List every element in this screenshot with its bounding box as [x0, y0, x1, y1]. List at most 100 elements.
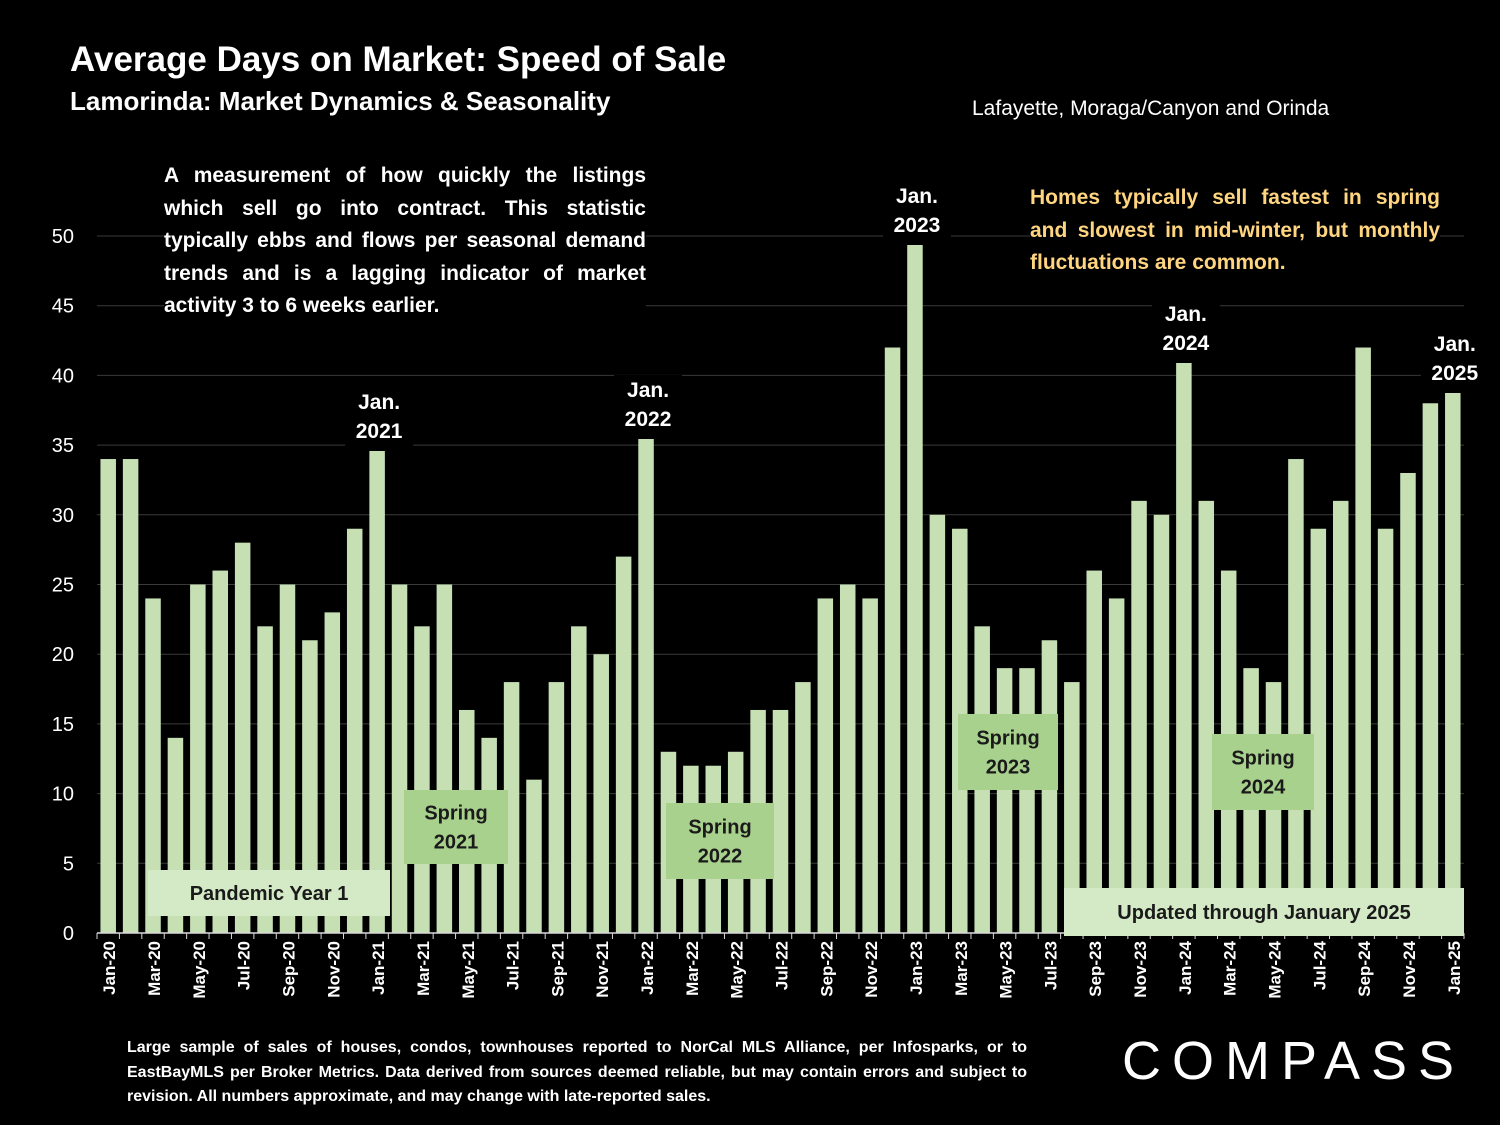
y-tick-label: 50	[52, 226, 74, 248]
y-tick-label: 45	[52, 296, 74, 318]
annotation-jan-2025: 2025	[1431, 362, 1478, 385]
bar-oct-21	[571, 626, 587, 933]
annotation-bg	[882, 181, 951, 245]
box-label-spring-2023: Spring	[976, 728, 1039, 750]
box-updated	[1064, 888, 1464, 936]
box-label-pandemic-year-1: Pandemic Year 1	[190, 883, 349, 905]
x-tick-label: Mar-21	[414, 941, 433, 996]
annotation-bg	[1151, 299, 1220, 363]
bar-nov-21	[593, 654, 609, 933]
x-tick-label: Mar-22	[683, 941, 702, 996]
bar-aug-23	[1064, 682, 1080, 933]
y-tick-label: 35	[52, 435, 74, 457]
x-tick-label: Jul-20	[235, 941, 254, 990]
bar-jul-20	[234, 542, 251, 933]
bar-oct-20	[302, 640, 318, 933]
bar-jun-24	[1288, 459, 1304, 933]
y-tick-label: 20	[52, 644, 74, 666]
bar-feb-20	[122, 459, 139, 933]
x-tick-label: Jan-20	[100, 941, 119, 995]
bar-sep-20	[279, 584, 296, 933]
annotation-jan-2023: 2023	[894, 214, 941, 237]
x-tick-label: Sep-24	[1355, 940, 1374, 996]
compass-logo: COMPASS	[1122, 1031, 1466, 1091]
y-axis-labels: 0 5 10 15 20 25 30 35 40 45 50	[52, 226, 74, 945]
bar-sep-24	[1355, 347, 1371, 933]
x-tick-label: Sep-22	[817, 941, 836, 997]
y-tick-label: 40	[52, 365, 74, 387]
annotation-jan-2025: Jan.	[1434, 333, 1476, 356]
x-tick-label: Jul-22	[773, 941, 792, 990]
box-spring-2022	[666, 803, 774, 879]
box-label-spring-2021: Spring	[424, 803, 487, 825]
bar-may-23	[996, 668, 1013, 933]
annotation-jan-2021: 2021	[356, 420, 403, 443]
x-tick-label: Nov-24	[1400, 940, 1419, 997]
bar-jul-24	[1310, 528, 1327, 933]
x-tick-label: Sep-21	[548, 941, 567, 997]
x-tick-label: Mar-24	[1221, 940, 1240, 995]
box-label-spring-2024: 2024	[1241, 777, 1286, 799]
x-tick-label: May-23	[997, 941, 1016, 999]
annotation-bg	[1420, 329, 1489, 393]
bar-jan-25	[1445, 389, 1461, 934]
box-spring-2024	[1212, 734, 1314, 810]
bar-nov-22	[862, 598, 878, 933]
annotation-jan-2024: 2024	[1163, 332, 1210, 355]
annotation-bg	[345, 387, 414, 451]
bar-aug-21	[526, 779, 542, 933]
x-tick-label: Jan-25	[1445, 941, 1464, 995]
bar-jun-23	[1019, 668, 1035, 933]
bar-feb-24	[1198, 500, 1215, 933]
region-label: Lafayette, Moraga/Canyon and Orinda	[972, 97, 1330, 120]
annotation-jan-2022: 2022	[625, 408, 672, 431]
box-label-spring-2022: Spring	[688, 817, 751, 839]
chart-title: Average Days on Market: Speed of Sale	[70, 40, 727, 79]
x-tick-label: May-21	[459, 941, 478, 999]
bar-sep-21	[548, 682, 565, 933]
annotation-jan-2022: Jan.	[627, 379, 669, 402]
bar-nov-24	[1400, 472, 1416, 933]
y-tick-label: 15	[52, 714, 74, 736]
footer-disclaimer: Large sample of sales of houses, condos,…	[127, 1039, 1027, 1105]
bar-aug-20	[257, 626, 273, 933]
x-tick-label: Jan-23	[907, 941, 926, 995]
bar-jan-23	[907, 236, 923, 933]
x-tick-label: Mar-23	[952, 941, 971, 996]
box-label-updated: Updated through January 2025	[1117, 902, 1410, 924]
x-tick-label: Nov-23	[1131, 941, 1150, 998]
x-tick-label: Jan-24	[1176, 940, 1195, 994]
bar-apr-21	[436, 584, 453, 933]
box-label-spring-2024: Spring	[1231, 748, 1294, 770]
box-label-spring-2022: 2022	[698, 846, 743, 868]
bar-nov-20	[324, 612, 341, 933]
bar-dec-21	[615, 556, 632, 933]
chart-subtitle: Lamorinda: Market Dynamics & Seasonality	[70, 86, 611, 116]
bar-oct-23	[1108, 598, 1125, 933]
seasonality-note: Homes typically sell fastest in spring a…	[1030, 182, 1440, 280]
box-pandemic-year-1	[148, 870, 390, 916]
x-tick-label: Jan-22	[638, 941, 657, 995]
x-tick-label: Nov-22	[862, 941, 881, 998]
bar-dec-23	[1153, 514, 1170, 933]
x-tick-label: Mar-20	[145, 941, 164, 996]
y-tick-label: 5	[63, 853, 74, 875]
bar-jan-24	[1176, 361, 1192, 934]
bar-feb-23	[929, 514, 946, 933]
box-spring-2021	[404, 790, 508, 864]
annotation-bg	[614, 375, 683, 439]
bar-jan-22	[638, 431, 654, 933]
bar-aug-22	[795, 682, 811, 933]
x-tick-label: Jul-23	[1041, 941, 1060, 990]
y-tick-label: 30	[52, 505, 74, 527]
bars	[100, 236, 1461, 934]
bar-dec-20	[346, 528, 363, 933]
bar-mar-21	[414, 626, 430, 933]
annotations: Jan. 2021 Jan. 2022 Jan. 2023 Jan. 2024 Jan. 2025	[345, 181, 1489, 451]
x-axis-labels: Jan-20 Mar-20 May-20 Jul-20 Sep-20 Nov-20 Jan-…	[100, 940, 1464, 998]
bar-may-20	[190, 584, 206, 933]
bar-mar-20	[145, 598, 161, 933]
bar-sep-22	[817, 598, 834, 933]
annotation-jan-2024: Jan.	[1165, 303, 1207, 326]
x-tick-label: Jul-24	[1310, 940, 1329, 990]
